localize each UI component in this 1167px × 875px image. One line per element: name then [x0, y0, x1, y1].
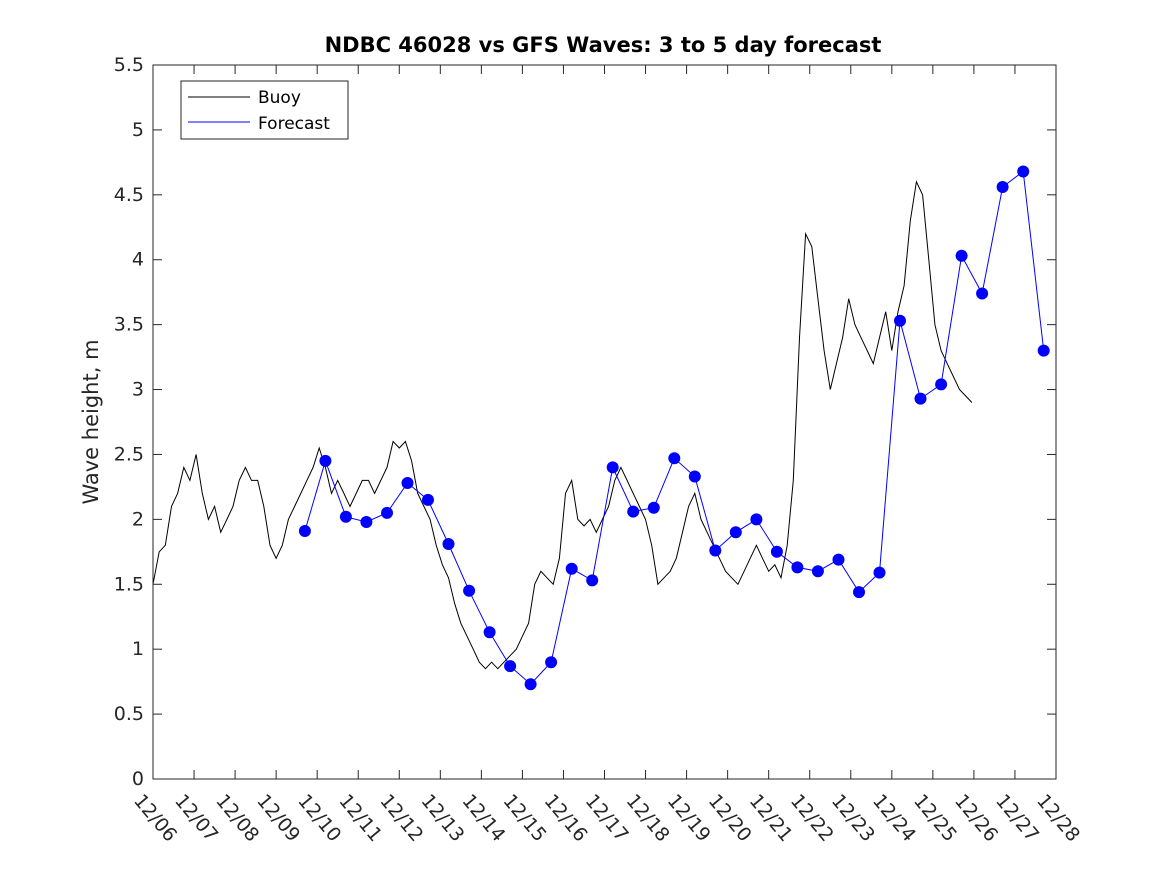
forecast-point: [565, 562, 578, 575]
forecast-point: [360, 516, 373, 528]
y-tick-label: 3.5: [114, 314, 144, 336]
forecast-point: [914, 392, 927, 405]
forecast-point: [298, 525, 311, 537]
x-tick-label: 12/24: [868, 790, 920, 846]
legend-label-buoy: Buoy: [258, 88, 301, 108]
forecast-point: [688, 470, 701, 483]
chart-title: NDBC 46028 vs GFS Waves: 3 to 5 day fore…: [325, 33, 882, 57]
legend-label-forecast: Forecast: [258, 114, 330, 134]
y-tick-label: 1.5: [114, 573, 144, 595]
forecast-point: [832, 553, 845, 566]
x-tick-label: 12/09: [252, 790, 304, 846]
forecast-point: [668, 452, 681, 465]
forecast-point: [750, 513, 763, 526]
y-tick-label: 4: [132, 249, 144, 271]
forecast-point: [791, 561, 804, 574]
forecast-point: [955, 249, 968, 262]
forecast-point: [873, 566, 886, 579]
x-tick-label: 12/12: [375, 790, 427, 846]
forecast-point: [483, 626, 496, 639]
forecast-point: [811, 565, 824, 578]
forecast-point: [1017, 165, 1030, 178]
x-tick-label: 12/22: [786, 790, 838, 846]
y-tick-label: 0.5: [114, 703, 144, 725]
forecast-point: [935, 378, 948, 391]
forecast-point: [709, 544, 722, 557]
series-layer: [152, 165, 1050, 691]
forecast-point: [770, 545, 783, 558]
y-tick-label: 2: [132, 508, 144, 530]
forecast-point: [996, 181, 1009, 193]
x-tick-label: 12/26: [950, 790, 1002, 846]
forecast-point: [422, 493, 434, 506]
y-tick-label: 1: [132, 638, 144, 660]
y-tick-label: 0: [132, 768, 144, 790]
plot-frame: [152, 64, 1057, 780]
forecast-point: [729, 526, 742, 539]
forecast-point: [319, 454, 332, 467]
forecast-point: [545, 656, 558, 669]
x-tick-label: 12/27: [991, 790, 1043, 846]
legend: Buoy Forecast: [180, 80, 349, 140]
x-tick-label: 12/11: [334, 790, 386, 846]
x-tick-label: 12/21: [745, 790, 797, 846]
y-axis-label: Wave height, m: [79, 339, 103, 504]
forecast-point: [504, 660, 517, 673]
plot-area: [153, 65, 1056, 779]
x-tick-label: 12/15: [499, 790, 551, 846]
forecast-point: [853, 586, 865, 599]
y-tick-label: 3: [132, 379, 144, 401]
x-tick-label: 12/14: [458, 790, 510, 846]
forecast-point: [606, 461, 619, 474]
x-tick-label: 12/16: [540, 790, 592, 846]
x-tick-label: 12/13: [416, 790, 468, 846]
x-tick-label: 12/23: [827, 790, 879, 846]
forecast-point: [463, 584, 476, 597]
forecast-point: [442, 538, 455, 550]
y-tick-label: 2.5: [114, 443, 144, 465]
x-tick-label: 12/28: [1032, 790, 1084, 846]
forecast-point: [1037, 344, 1050, 357]
y-tick-label: 5.5: [114, 54, 144, 76]
x-tick-label: 12/18: [622, 790, 674, 846]
forecast-point: [401, 477, 414, 489]
forecast-point: [627, 505, 640, 518]
forecast-point: [976, 287, 989, 300]
x-tick-label: 12/08: [211, 790, 263, 846]
y-tick-label: 4.5: [114, 184, 144, 206]
forecast-point: [894, 314, 906, 327]
forecast-point: [647, 501, 660, 514]
forecast-point: [524, 678, 537, 691]
y-tick-label: 5: [132, 119, 144, 141]
x-tick-label: 12/17: [581, 790, 633, 846]
forecast-point: [381, 506, 393, 519]
series-line-buoy: [152, 180, 973, 670]
legend-box: [180, 80, 349, 140]
x-tick-label: 12/10: [293, 790, 345, 846]
forecast-point: [339, 510, 352, 523]
x-tick-label: 12/07: [170, 790, 222, 846]
x-tick-label: 12/19: [663, 790, 715, 846]
x-tick-label: 12/25: [909, 790, 961, 846]
x-tick-label: 12/06: [129, 790, 181, 846]
x-tick-label: 12/20: [704, 790, 756, 846]
forecast-point: [586, 574, 599, 587]
